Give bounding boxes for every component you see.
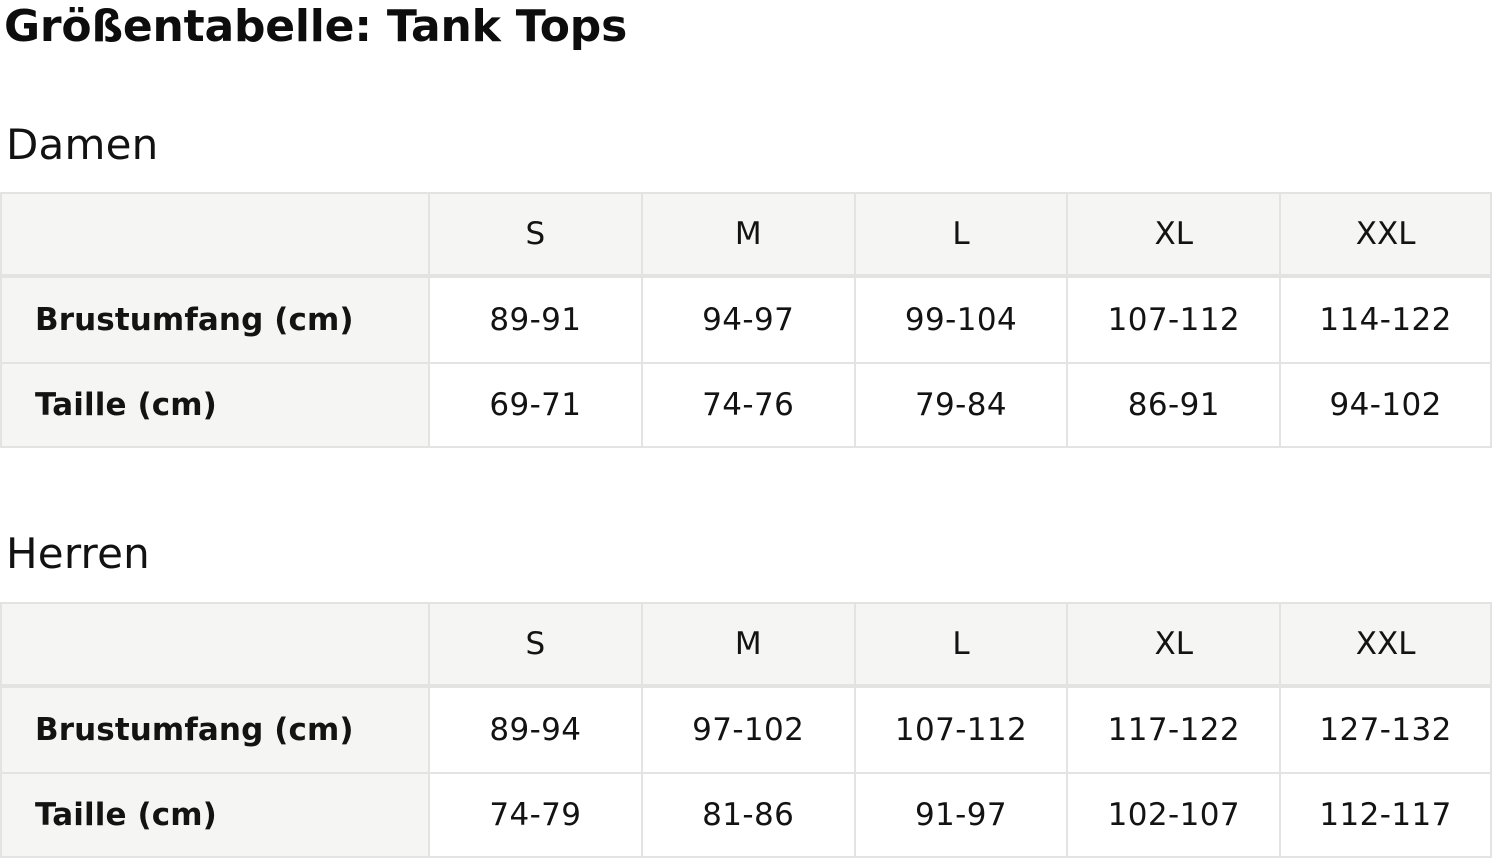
cell-waist-l: 79-84 [853,362,1067,448]
cell-chest-s: 89-91 [428,276,641,362]
table-row: Taille (cm) 74-79 81-86 91-97 102-107 11… [0,772,1492,858]
cell-waist-s: 74-79 [428,772,641,858]
cell-chest-l: 99-104 [853,276,1067,362]
column-header-xl: XL [1066,192,1280,276]
column-header-m: M [640,602,854,686]
cell-chest-m: 94-97 [640,276,854,362]
cell-waist-xl: 102-107 [1066,772,1280,858]
column-header-xxl: XXL [1279,192,1492,276]
table-row: Brustumfang (cm) 89-94 97-102 107-112 11… [0,686,1492,772]
table-header-men: S M L XL XXL [0,602,1492,686]
row-label-chest: Brustumfang (cm) [0,686,428,772]
table-body-men: Brustumfang (cm) 89-94 97-102 107-112 11… [0,686,1492,858]
table-header-row: S M L XL XXL [0,192,1492,276]
row-label-waist: Taille (cm) [0,362,428,448]
table-row: Brustumfang (cm) 89-91 94-97 99-104 107-… [0,276,1492,362]
column-header-s: S [428,602,641,686]
cell-waist-m: 74-76 [640,362,854,448]
column-header-xl: XL [1066,602,1280,686]
cell-chest-xl: 107-112 [1066,276,1280,362]
section-heading-women: Damen [6,120,159,169]
cell-chest-m: 97-102 [640,686,854,772]
column-header-s: S [428,192,641,276]
cell-waist-l: 91-97 [853,772,1067,858]
cell-chest-xxl: 114-122 [1279,276,1492,362]
table-corner-cell [0,602,428,686]
column-header-l: L [853,192,1067,276]
table-corner-cell [0,192,428,276]
cell-chest-xxl: 127-132 [1279,686,1492,772]
cell-chest-l: 107-112 [853,686,1067,772]
table-header-row: S M L XL XXL [0,602,1492,686]
cell-chest-xl: 117-122 [1066,686,1280,772]
cell-waist-xxl: 94-102 [1279,362,1492,448]
cell-waist-m: 81-86 [640,772,854,858]
size-table-women: S M L XL XXL Brustumfang (cm) 89-91 94-9… [0,192,1492,448]
table-row: Taille (cm) 69-71 74-76 79-84 86-91 94-1… [0,362,1492,448]
cell-chest-s: 89-94 [428,686,641,772]
row-label-chest: Brustumfang (cm) [0,276,428,362]
column-header-l: L [853,602,1067,686]
page-title: Größentabelle: Tank Tops [4,1,628,52]
table-body-women: Brustumfang (cm) 89-91 94-97 99-104 107-… [0,276,1492,448]
size-table-men: S M L XL XXL Brustumfang (cm) 89-94 97-1… [0,602,1492,858]
section-heading-men: Herren [6,529,150,578]
cell-waist-xxl: 112-117 [1279,772,1492,858]
column-header-xxl: XXL [1279,602,1492,686]
cell-waist-xl: 86-91 [1066,362,1280,448]
cell-waist-s: 69-71 [428,362,641,448]
row-label-waist: Taille (cm) [0,772,428,858]
table-header-women: S M L XL XXL [0,192,1492,276]
column-header-m: M [640,192,854,276]
